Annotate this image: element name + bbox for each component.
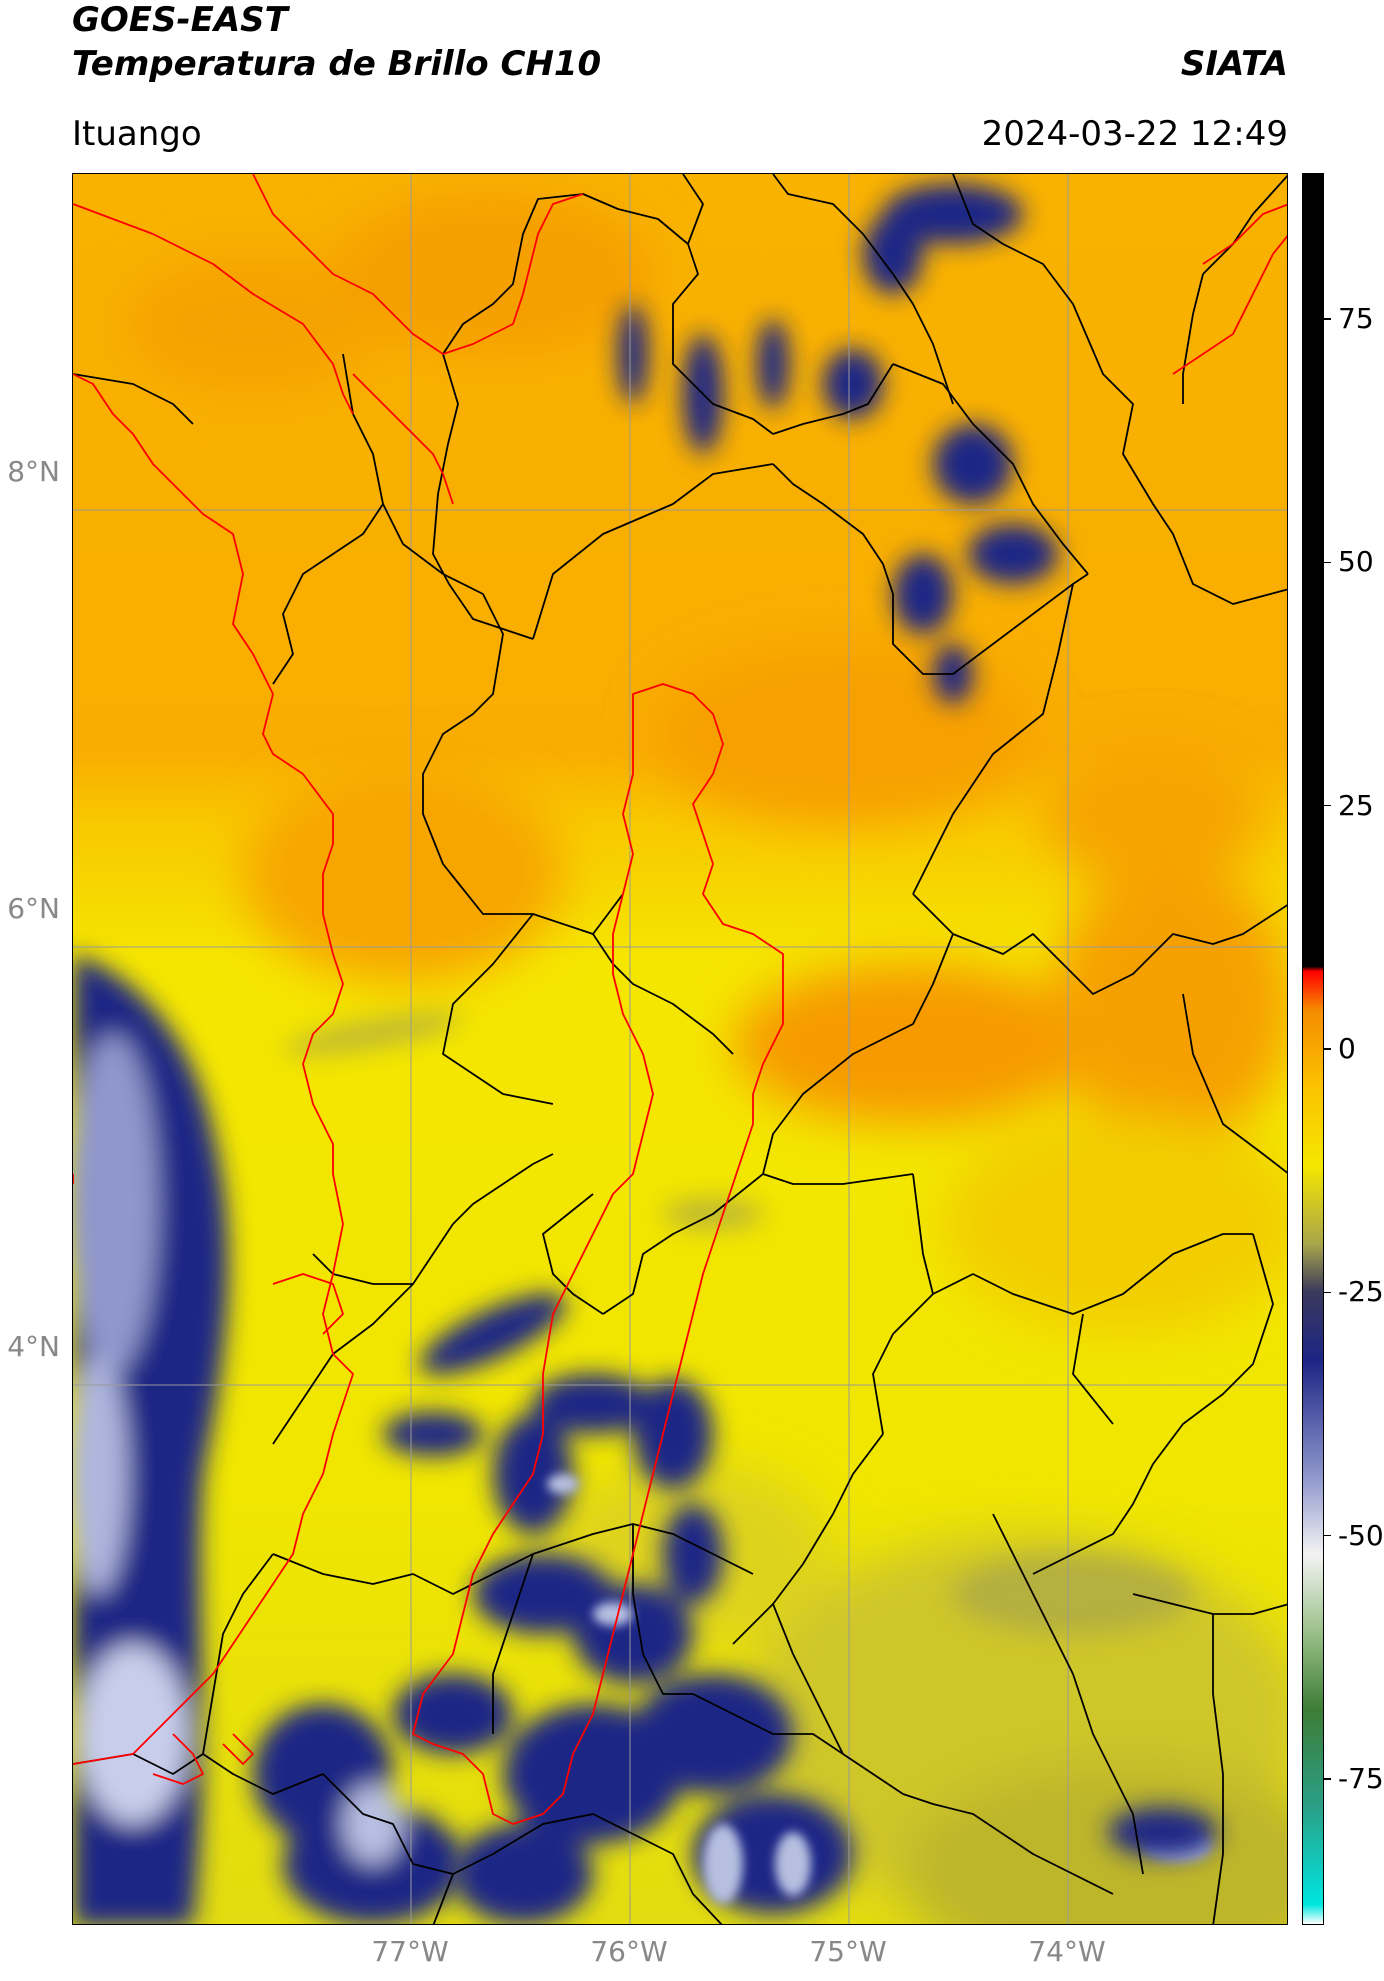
lon-tick-label: 76°W <box>590 1935 668 1968</box>
organization-label: SIATA <box>1180 44 1288 84</box>
colorbar-tick-label: 0 <box>1338 1032 1356 1065</box>
lat-tick-label: 8°N <box>7 455 60 488</box>
colorbar-tick-label: 75 <box>1338 302 1374 335</box>
lon-tick-label: 74°W <box>1028 1935 1106 1968</box>
colorbar-tick-mark <box>1324 1291 1331 1294</box>
satellite-map[interactable] <box>72 173 1288 1925</box>
brightness-temperature-field <box>73 174 1287 1924</box>
colorbar-tick-label: -25 <box>1338 1275 1384 1309</box>
colorbar-tick-mark <box>1324 804 1331 807</box>
lon-tick-label: 75°W <box>809 1935 887 1968</box>
department-borders <box>73 174 1287 1924</box>
lon-tick-label: 77°W <box>371 1935 449 1968</box>
colorbar-tick-label: 25 <box>1338 788 1374 822</box>
colorbar <box>1302 173 1324 1925</box>
colorbar-tick-mark <box>1324 1048 1331 1050</box>
colorbar-tick-mark <box>1324 318 1331 320</box>
colorbar-tick-mark <box>1324 1534 1331 1537</box>
satellite-title: GOES-EAST <box>72 0 288 40</box>
colorbar-tick-label: -50 <box>1338 1518 1384 1552</box>
colorbar-tick-mark <box>1324 1778 1331 1780</box>
colorbar-tick-mark <box>1324 561 1331 564</box>
coastline-and-basin <box>73 174 1287 1825</box>
lat-tick-label: 6°N <box>7 892 60 925</box>
lat-tick-label: 4°N <box>7 1330 60 1363</box>
colorbar-tick-label: 50 <box>1338 545 1374 579</box>
colorbar-tick-label: -75 <box>1338 1762 1384 1795</box>
region-label: Ituango <box>72 114 202 154</box>
datetime-label: 2024-03-22 12:49 <box>981 114 1288 154</box>
gridlines <box>73 174 1287 1924</box>
product-title: Temperatura de Brillo CH10 <box>72 44 602 84</box>
